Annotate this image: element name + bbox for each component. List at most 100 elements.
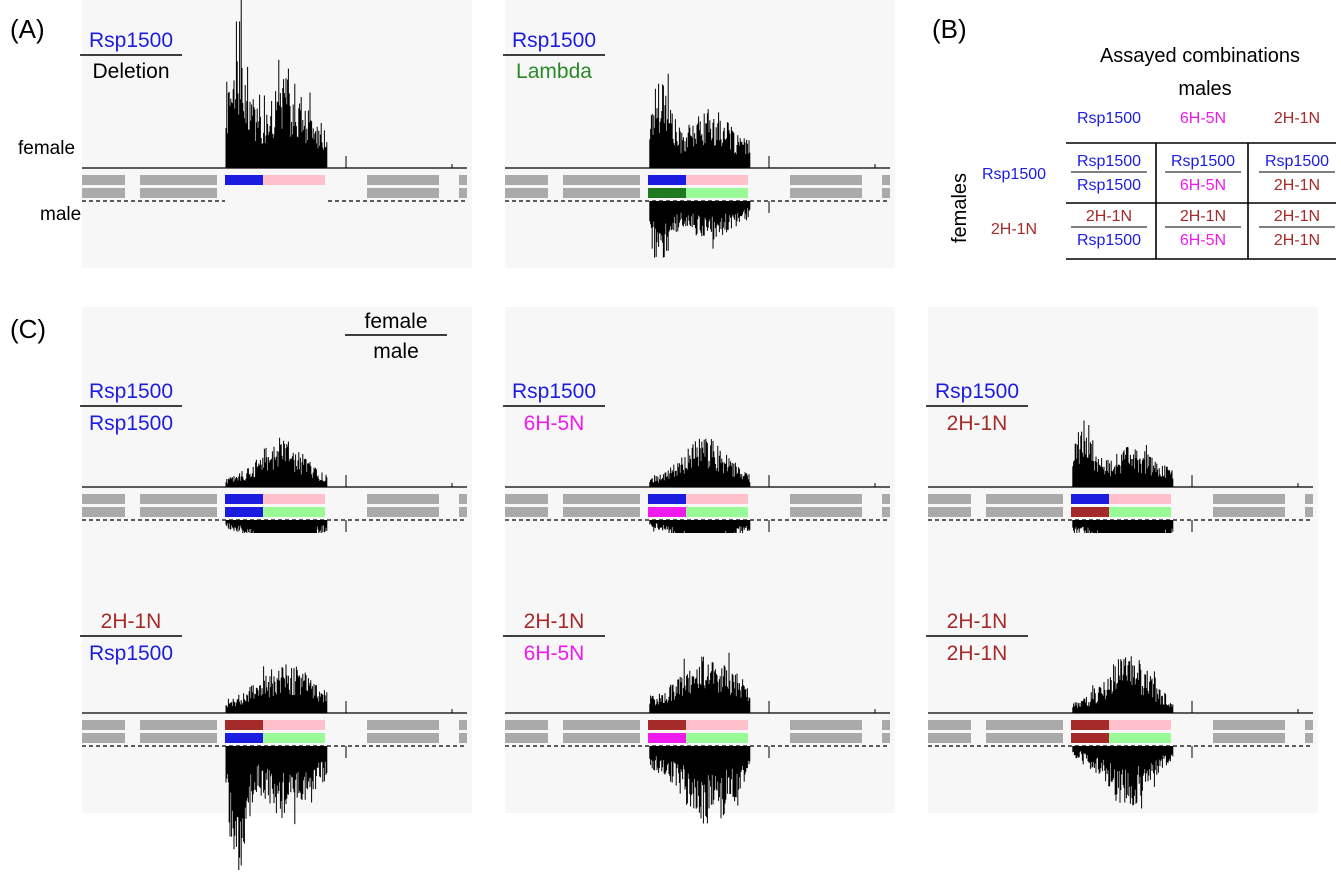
coverage-bars bbox=[649, 73, 770, 168]
female-insert-bar bbox=[1071, 494, 1109, 504]
row-header-rsp1500: Rsp1500 bbox=[982, 166, 1046, 183]
female-coverage bbox=[649, 73, 770, 168]
cell-numerator: Rsp1500 bbox=[1265, 153, 1329, 170]
annotation-segment bbox=[505, 507, 548, 517]
annotation-segment bbox=[986, 733, 1063, 743]
panel-a-male-label: male bbox=[40, 204, 81, 225]
panel-c-fraction-5: 2H-1N 6H-5N bbox=[503, 610, 605, 665]
annotation-segment bbox=[140, 733, 217, 743]
annotation-segment bbox=[1213, 494, 1285, 504]
female-flank-bar bbox=[686, 175, 748, 185]
coverage-bars bbox=[225, 746, 347, 870]
annotation-segment bbox=[367, 494, 439, 504]
female-flank-bar bbox=[263, 494, 325, 504]
male-insert-bar bbox=[225, 733, 263, 743]
annotation-segment bbox=[459, 507, 467, 517]
female-coverage bbox=[649, 652, 770, 713]
male-flank-bar bbox=[1109, 507, 1171, 517]
fraction-numerator: Rsp1500 bbox=[89, 380, 173, 403]
males-header: males bbox=[1178, 78, 1231, 100]
table-cell: 2H-1N 2H-1N bbox=[1259, 208, 1335, 249]
annotation-segment bbox=[882, 507, 890, 517]
coverage-bars bbox=[225, 0, 347, 168]
female-flank-bar bbox=[263, 720, 325, 730]
annotation-segment bbox=[459, 188, 467, 198]
coverage-bars bbox=[649, 746, 770, 824]
annotation-segment bbox=[82, 175, 125, 185]
male-coverage bbox=[649, 201, 770, 258]
annotation-segment bbox=[882, 188, 890, 198]
annotation-segment bbox=[790, 494, 862, 504]
female-coverage bbox=[225, 437, 347, 487]
annotation-segment bbox=[928, 494, 971, 504]
annotation-segment bbox=[882, 175, 890, 185]
annotation-segment bbox=[82, 720, 125, 730]
annotation-segment bbox=[367, 507, 439, 517]
annotation-segment bbox=[986, 507, 1063, 517]
annotation-segment bbox=[563, 188, 640, 198]
panel-a-label: (A) bbox=[10, 14, 45, 44]
panel-c-fraction-6: 2H-1N 2H-1N bbox=[926, 610, 1028, 665]
annotation-segment bbox=[882, 494, 890, 504]
table-cell: 2H-1N 6H-5N bbox=[1165, 208, 1241, 249]
female-flank-bar bbox=[686, 494, 748, 504]
male-coverage bbox=[225, 746, 347, 870]
annotation-segment bbox=[140, 720, 217, 730]
annotation-segment bbox=[1305, 494, 1313, 504]
cell-numerator: 2H-1N bbox=[1274, 208, 1320, 225]
females-header: females bbox=[949, 173, 971, 243]
table-cell: Rsp1500 2H-1N bbox=[1259, 153, 1335, 194]
fraction-numerator: 2H-1N bbox=[947, 610, 1008, 633]
coverage-bars bbox=[1072, 420, 1193, 487]
annotation-segment bbox=[563, 175, 640, 185]
coverage-bars bbox=[1072, 656, 1193, 713]
annotation-segment bbox=[928, 507, 971, 517]
panel-c-legend: female male bbox=[345, 310, 447, 363]
female-flank-bar bbox=[686, 720, 748, 730]
cell-denominator: Rsp1500 bbox=[1077, 177, 1141, 194]
cell-numerator: 2H-1N bbox=[1180, 208, 1226, 225]
female-flank-bar bbox=[1109, 494, 1171, 504]
panel-a-female-label: female bbox=[18, 138, 75, 159]
annotation-segment bbox=[505, 188, 548, 198]
fraction-denominator: Lambda bbox=[516, 60, 592, 83]
female-coverage bbox=[225, 0, 347, 168]
coverage-bars bbox=[649, 652, 770, 713]
male-flank-bar bbox=[263, 507, 325, 517]
annotation-segment bbox=[563, 733, 640, 743]
annotation-segment bbox=[459, 733, 467, 743]
annotation-segment bbox=[986, 720, 1063, 730]
annotation-segment bbox=[459, 494, 467, 504]
table-cell: Rsp1500 Rsp1500 bbox=[1071, 153, 1147, 194]
fraction-denominator: 6H-5N bbox=[524, 642, 585, 665]
table-cell: Rsp1500 6H-5N bbox=[1165, 153, 1241, 194]
fraction-numerator: Rsp1500 bbox=[89, 29, 173, 52]
coverage-bars bbox=[649, 438, 770, 487]
annotation-segment bbox=[928, 733, 971, 743]
annotation-segment bbox=[563, 494, 640, 504]
fraction-numerator: 2H-1N bbox=[101, 610, 162, 633]
annotation-segment bbox=[882, 720, 890, 730]
deletion-gap bbox=[225, 187, 327, 201]
annotation-segment bbox=[563, 720, 640, 730]
panel-b-table: (B) Assayed combinations males females R… bbox=[932, 14, 1336, 260]
female-insert-bar bbox=[648, 175, 686, 185]
annotation-segment bbox=[1213, 733, 1285, 743]
col-header-rsp1500: Rsp1500 bbox=[1077, 110, 1141, 127]
cell-denominator: 2H-1N bbox=[1274, 177, 1320, 194]
annotation-segment bbox=[790, 720, 862, 730]
annotation-segment bbox=[790, 188, 862, 198]
col-header-6h-5n: 6H-5N bbox=[1180, 110, 1226, 127]
panel-c-fraction-3: Rsp1500 2H-1N bbox=[926, 380, 1028, 435]
track-block-1 bbox=[82, 0, 472, 268]
female-insert-bar bbox=[648, 720, 686, 730]
annotation-segment bbox=[459, 175, 467, 185]
fraction-numerator: 2H-1N bbox=[524, 610, 585, 633]
annotation-segment bbox=[367, 720, 439, 730]
annotation-segment bbox=[505, 733, 548, 743]
male-insert-bar bbox=[225, 507, 263, 517]
coverage-bars bbox=[225, 437, 347, 487]
female-coverage bbox=[1072, 420, 1193, 487]
female-insert-bar bbox=[225, 494, 263, 504]
